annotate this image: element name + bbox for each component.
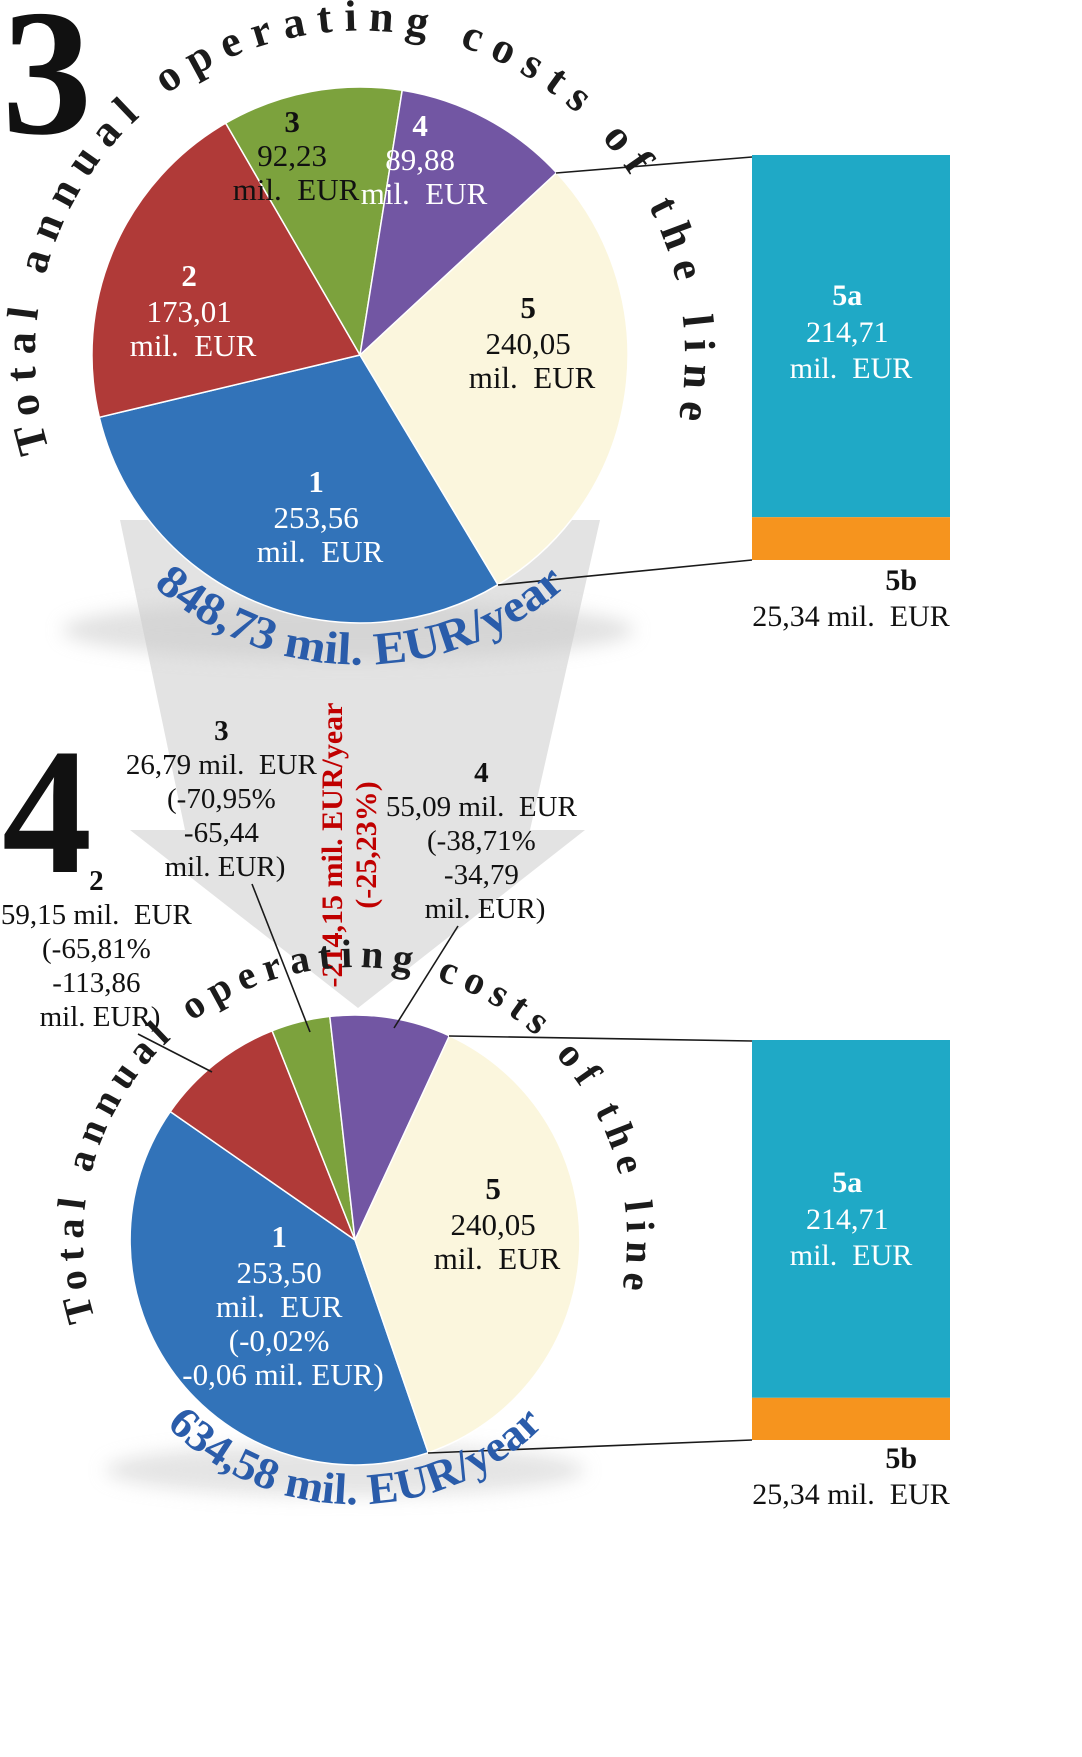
figure3-bar-segment-5a xyxy=(752,155,950,518)
figure4-pie-slice-4 xyxy=(329,1014,451,1241)
figure4-bar-segment-5b xyxy=(752,1397,950,1440)
bar3-5b-label: 5b 25,34 mil. EUR xyxy=(752,564,950,633)
figure3-pie-slice-1 xyxy=(98,354,499,624)
pie4-slice5-label: 5 240,05 mil. EUR xyxy=(434,1171,561,1276)
pie-chart-figure3 xyxy=(91,86,629,624)
figure3-callout-line-bottom xyxy=(497,559,753,586)
figure4-callout-line-bottom xyxy=(427,1439,753,1454)
svg-text:(-25,23%): (-25,23%) xyxy=(350,781,383,908)
figure3-pie-slice-4 xyxy=(359,89,558,356)
figure3-bar-segment-5b xyxy=(752,517,950,560)
figure4-annotation4-line xyxy=(393,925,459,1029)
figure4-number: 4 xyxy=(2,712,92,911)
figure3-number: 3 xyxy=(2,0,92,172)
figure4-pie-slice-5 xyxy=(354,1035,581,1454)
figure3-pie-slice-5 xyxy=(359,172,629,586)
pie3-slice5-label: 5 240,05 mil. EUR xyxy=(469,290,596,395)
bar4-5a-label: 5a 214,71 mil. EUR xyxy=(790,1166,913,1272)
figure4-pie-slice-2 xyxy=(169,1030,356,1241)
bar4-5b-label: 5b 25,34 mil. EUR xyxy=(752,1442,950,1511)
figure4-annotation3-line xyxy=(251,883,311,1033)
delta-label: -214,15 mil. EUR/year (-25,23%) xyxy=(316,703,383,988)
pie3-shadow xyxy=(62,600,634,660)
pie-chart-figure4 xyxy=(129,1014,581,1466)
figure3-pie-slice-2 xyxy=(91,122,361,419)
svg-text:-214,15 mil. EUR/year: -214,15 mil. EUR/year xyxy=(316,703,349,988)
figure3-callout-line-top xyxy=(555,156,753,174)
figure4-annotation-slice3: 3 26,79 mil. EUR (-70,95% -65,44 mil. EU… xyxy=(126,715,324,883)
pie3-slice3-label: 3 92,23 mil. EUR xyxy=(233,104,360,207)
pie4-shadow xyxy=(105,1444,585,1496)
figure4-bar-segment-5a xyxy=(752,1040,950,1398)
pie3-slice4-label: 4 89,88 mil. EUR xyxy=(361,108,488,211)
figure4-callout-line-top xyxy=(448,1035,753,1042)
bar3-5a-label: 5a 214,71 mil. EUR xyxy=(790,279,913,385)
bar-5-breakdown-figure3 xyxy=(752,155,950,560)
figure4-annotation2-line xyxy=(137,1033,213,1073)
figure4-annotation-slice4: 4 55,09 mil. EUR (-38,71% -34,79 mil. EU… xyxy=(386,757,584,925)
pie3-slice1-label: 1 253,56 mil. EUR xyxy=(257,464,384,569)
pie4-slice1-label: 1 253,50 mil. EUR (-0,02% -0,06 mil. EUR… xyxy=(182,1219,384,1392)
figure4-annotation-slice2: 2 59,15 mil. EUR (-65,81% -113,86 mil. E… xyxy=(1,865,199,1033)
bar-5-breakdown-figure4 xyxy=(752,1040,950,1440)
figure4-pie-slice-1 xyxy=(129,1110,430,1466)
pie3-slice2-label: 2 173,01 mil. EUR xyxy=(130,258,257,363)
figure3-pie-slice-3 xyxy=(224,86,403,356)
